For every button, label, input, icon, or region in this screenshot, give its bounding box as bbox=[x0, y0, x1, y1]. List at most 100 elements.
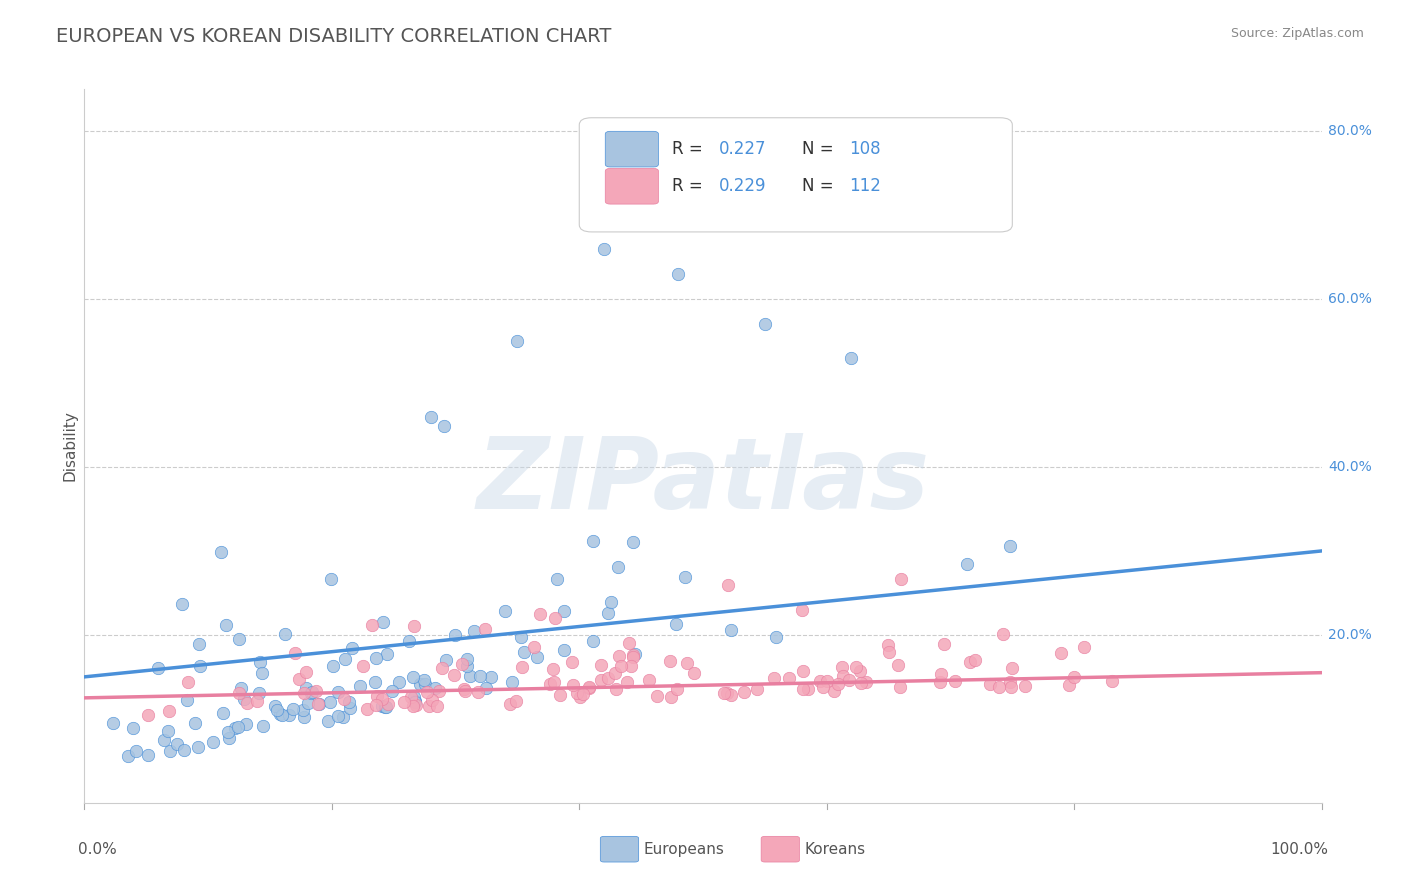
Point bbox=[404, 619, 426, 633]
Point bbox=[433, 419, 456, 434]
Point bbox=[292, 709, 315, 723]
Point bbox=[366, 698, 388, 713]
Point bbox=[349, 679, 371, 693]
Point bbox=[763, 672, 786, 686]
Point bbox=[307, 698, 329, 712]
Point bbox=[364, 674, 387, 689]
Point bbox=[264, 698, 287, 713]
Point bbox=[720, 624, 742, 638]
Point bbox=[565, 685, 588, 699]
Point bbox=[733, 685, 755, 699]
Point bbox=[529, 607, 551, 621]
Point bbox=[269, 706, 291, 721]
Point bbox=[683, 666, 706, 681]
Point bbox=[247, 686, 270, 700]
Point bbox=[956, 557, 979, 571]
Point bbox=[831, 659, 853, 673]
Point bbox=[526, 650, 548, 665]
Point bbox=[637, 673, 659, 688]
Point bbox=[412, 673, 434, 687]
Text: Source: ZipAtlas.com: Source: ZipAtlas.com bbox=[1230, 27, 1364, 40]
Point bbox=[553, 643, 575, 657]
Point bbox=[277, 707, 299, 722]
Point bbox=[578, 681, 600, 696]
Point bbox=[851, 675, 873, 690]
Point bbox=[392, 695, 415, 709]
Point bbox=[616, 675, 638, 690]
Point bbox=[765, 630, 787, 644]
Point bbox=[790, 603, 813, 617]
Point bbox=[136, 708, 159, 723]
Text: 40.0%: 40.0% bbox=[1327, 460, 1372, 474]
Point bbox=[138, 748, 160, 763]
Point bbox=[717, 577, 740, 591]
Point bbox=[792, 664, 814, 678]
Point bbox=[125, 744, 148, 758]
Point bbox=[543, 674, 565, 689]
Point bbox=[284, 647, 307, 661]
Point bbox=[658, 654, 681, 668]
Point bbox=[273, 627, 295, 641]
Point bbox=[235, 696, 257, 710]
Point bbox=[332, 710, 354, 724]
Point bbox=[371, 691, 394, 706]
Point bbox=[561, 655, 583, 669]
Text: 20.0%: 20.0% bbox=[1327, 628, 1372, 642]
Point bbox=[1000, 680, 1022, 694]
Text: R =: R = bbox=[672, 178, 709, 195]
Point bbox=[375, 700, 398, 714]
Point bbox=[474, 622, 496, 636]
Point bbox=[361, 618, 384, 632]
Point bbox=[596, 607, 619, 621]
Point bbox=[538, 676, 561, 690]
Point bbox=[316, 714, 339, 729]
Point bbox=[292, 686, 315, 700]
Point bbox=[605, 682, 627, 697]
Point bbox=[987, 680, 1010, 694]
Point bbox=[1050, 646, 1073, 660]
Text: 60.0%: 60.0% bbox=[1327, 292, 1372, 306]
Point bbox=[266, 703, 288, 717]
Point bbox=[456, 652, 478, 666]
Point bbox=[676, 656, 699, 670]
Point bbox=[177, 675, 200, 690]
Point bbox=[402, 690, 425, 704]
Point bbox=[811, 680, 834, 694]
Point bbox=[1014, 679, 1036, 693]
Point bbox=[308, 697, 330, 711]
Text: Europeans: Europeans bbox=[644, 842, 724, 856]
Point bbox=[621, 649, 644, 664]
Point bbox=[281, 702, 304, 716]
Point bbox=[665, 617, 688, 632]
Point bbox=[326, 709, 349, 723]
Text: R =: R = bbox=[672, 140, 709, 158]
Point bbox=[375, 647, 398, 661]
Point bbox=[621, 535, 644, 549]
Point bbox=[201, 735, 224, 749]
Point bbox=[340, 641, 363, 656]
Point bbox=[333, 692, 356, 706]
Point bbox=[959, 655, 981, 669]
Point bbox=[402, 698, 425, 713]
Point bbox=[548, 689, 571, 703]
Point bbox=[673, 570, 696, 584]
Point bbox=[509, 630, 531, 644]
Point bbox=[596, 671, 619, 685]
Point bbox=[217, 725, 239, 739]
Point bbox=[553, 604, 575, 618]
FancyBboxPatch shape bbox=[761, 837, 800, 862]
Point bbox=[454, 684, 477, 698]
Text: EUROPEAN VS KOREAN DISABILITY CORRELATION CHART: EUROPEAN VS KOREAN DISABILITY CORRELATIO… bbox=[56, 27, 612, 45]
Point bbox=[591, 673, 613, 687]
Point bbox=[413, 677, 436, 691]
Point bbox=[166, 737, 188, 751]
Point bbox=[121, 721, 143, 735]
Point bbox=[299, 686, 322, 700]
Point bbox=[356, 702, 378, 716]
Text: 0.227: 0.227 bbox=[718, 140, 766, 158]
Point bbox=[245, 694, 267, 708]
Point bbox=[159, 705, 181, 719]
Point bbox=[808, 674, 831, 689]
Point bbox=[371, 698, 394, 713]
Point bbox=[831, 669, 853, 683]
